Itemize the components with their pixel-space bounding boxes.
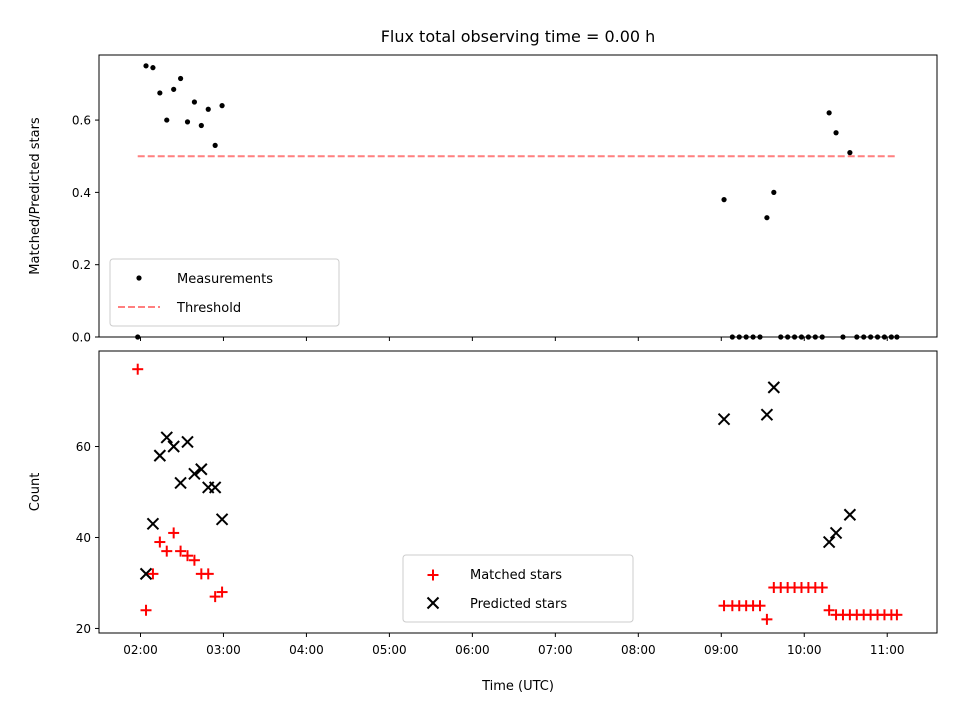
y-tick-label: 60 bbox=[76, 440, 91, 454]
legend-threshold-label: Threshold bbox=[176, 301, 241, 316]
predicted-stars-point bbox=[829, 526, 843, 540]
measurement-point bbox=[833, 130, 839, 136]
matched-stars-point bbox=[761, 613, 773, 625]
predicted-stars-point bbox=[767, 381, 781, 394]
matched-stars-point bbox=[816, 582, 828, 594]
x-tick-label: 09:00 bbox=[704, 643, 739, 657]
top-axes-frame bbox=[98, 54, 938, 338]
matched-stars-point bbox=[132, 363, 144, 375]
chart-title: Flux total observing time = 0.00 h bbox=[381, 27, 656, 46]
x-tick-label: 08:00 bbox=[621, 643, 656, 657]
measurement-point bbox=[171, 86, 177, 92]
x-tick-label: 05:00 bbox=[372, 643, 407, 657]
measurement-point bbox=[847, 150, 853, 156]
matched-stars-point bbox=[823, 604, 835, 616]
matched-stars-point bbox=[175, 545, 187, 557]
matched-stars-point bbox=[147, 568, 159, 580]
y-axis-label: Count bbox=[28, 473, 43, 512]
matched-stars-point bbox=[216, 586, 228, 598]
predicted-stars-point bbox=[188, 467, 201, 481]
x-tick-label: 11:00 bbox=[870, 643, 905, 657]
measurement-point bbox=[219, 103, 225, 109]
legend-predicted-label: Predicted stars bbox=[470, 597, 567, 612]
predicted-stars-point bbox=[215, 513, 229, 526]
y-tick-label: 0.6 bbox=[72, 114, 91, 128]
x-tick-label: 03:00 bbox=[206, 643, 241, 657]
predicted-stars-point bbox=[167, 440, 180, 453]
measurement-point bbox=[164, 117, 170, 123]
predicted-stars-point bbox=[208, 481, 222, 494]
bottom-axes-frame bbox=[98, 350, 938, 634]
x-tick-label: 02:00 bbox=[123, 643, 158, 657]
measurement-point bbox=[184, 119, 191, 125]
legend-matched-label: Matched stars bbox=[470, 568, 562, 583]
top-legend-box bbox=[109, 258, 340, 327]
measurement-point bbox=[177, 75, 184, 82]
predicted-stars-point bbox=[153, 449, 167, 462]
matched-stars-point bbox=[209, 591, 221, 603]
measurement-point bbox=[136, 275, 142, 281]
matched-stars-point bbox=[154, 536, 166, 548]
measurement-point bbox=[157, 90, 163, 96]
legend-predicted-swatch bbox=[426, 596, 440, 610]
x-axis-label: Time (UTC) bbox=[481, 679, 554, 694]
x-tick-label: 07:00 bbox=[538, 643, 573, 657]
predicted-stars-point bbox=[181, 435, 194, 449]
y-tick-label: 0.0 bbox=[72, 331, 91, 345]
predicted-stars-point bbox=[146, 517, 160, 531]
top-panel: Matched/Predicted stars 0.0 0.2 0.4 0.6 Measu… bbox=[28, 54, 938, 345]
predicted-stars-point bbox=[174, 476, 187, 490]
measurement-point bbox=[771, 189, 777, 195]
top-legend: Measurements Threshold bbox=[109, 258, 340, 327]
measurement-point bbox=[150, 65, 156, 71]
matched-stars-point bbox=[182, 550, 194, 562]
y-tick-label: 0.2 bbox=[72, 258, 91, 272]
measurement-point bbox=[205, 106, 211, 112]
matched-stars-point bbox=[168, 527, 180, 539]
predicted-stars-point bbox=[760, 408, 774, 421]
x-tick-label: 04:00 bbox=[289, 643, 324, 657]
predicted-stars-point bbox=[822, 535, 836, 549]
predicted-stars-point bbox=[139, 567, 153, 581]
bottom-panel: Count 20 40 60 02:00 03:00 04:00 05:00 06:00 07:0… bbox=[28, 350, 938, 694]
measurement-point bbox=[143, 63, 149, 69]
matched-stars-point bbox=[202, 568, 214, 580]
bottom-legend: Matched stars Predicted stars bbox=[402, 554, 634, 623]
x-tick-label: 10:00 bbox=[787, 643, 822, 657]
measurement-point bbox=[191, 99, 198, 105]
predicted-stars-point bbox=[717, 413, 731, 426]
measurement-point bbox=[212, 142, 218, 148]
bottom-legend-box bbox=[402, 554, 634, 623]
measurement-point bbox=[764, 215, 770, 221]
matched-stars-point bbox=[754, 600, 766, 612]
matched-stars-point bbox=[891, 609, 903, 621]
x-tick-label: 06:00 bbox=[455, 643, 490, 657]
y-tick-label: 0.4 bbox=[72, 186, 91, 200]
matched-stars-point bbox=[161, 545, 173, 557]
matched-stars-point bbox=[140, 604, 152, 616]
y-tick-label: 40 bbox=[76, 531, 91, 545]
measurement-point bbox=[721, 197, 727, 203]
predicted-stars-point bbox=[843, 508, 857, 521]
measurement-point bbox=[198, 122, 204, 129]
matched-stars-point bbox=[188, 554, 200, 566]
predicted-stars-point bbox=[160, 431, 173, 444]
predicted-stars-point bbox=[195, 463, 208, 476]
measurement-point bbox=[826, 110, 832, 116]
y-tick-label: 20 bbox=[76, 622, 91, 636]
legend-matched-swatch bbox=[427, 569, 439, 581]
y-axis-label: Matched/Predicted stars bbox=[28, 117, 43, 275]
legend-measurements-label: Measurements bbox=[177, 272, 273, 287]
